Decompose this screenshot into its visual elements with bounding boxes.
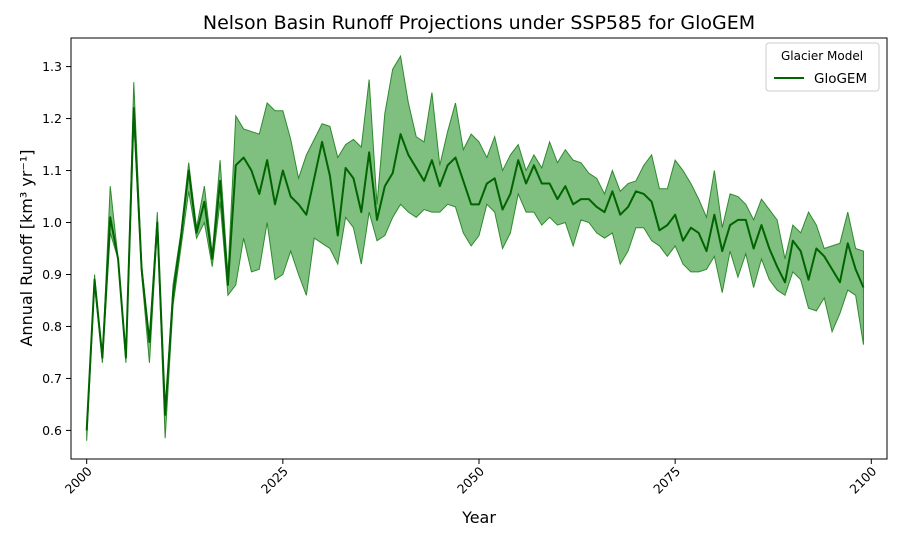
y-tick-label: 0.6 [42,423,62,438]
chart-title: Nelson Basin Runoff Projections under SS… [203,12,755,34]
x-tick-label: 2050 [454,463,487,496]
x-tick-label: 2100 [846,463,879,496]
y-tick-label: 1.0 [42,215,62,230]
y-tick-label: 0.8 [42,319,62,334]
x-tick-label: 2000 [62,463,95,496]
x-tick-label: 2025 [258,464,291,497]
x-axis-label: Year [461,508,496,527]
y-tick-label: 1.3 [42,59,62,74]
series-line-glogem [85,107,865,431]
y-tick-label: 0.9 [42,267,62,282]
y-axis: 0.6 0.7 0.8 0.9 1.0 1.1 1.2 1.3 [42,59,71,438]
legend-label-glogem: GloGEM [814,71,867,87]
x-tick-label: 2075 [650,464,683,497]
y-axis-label: Annual Runoff [km³ yr⁻¹] [17,149,36,346]
uncertainty-band [86,54,864,441]
x-axis: 2000 2025 2050 2075 2100 [62,459,879,497]
y-tick-label: 0.7 [42,371,62,386]
line-layer [85,107,865,431]
legend: Glacier Model GloGEM [765,42,880,92]
y-tick-label: 1.1 [42,163,62,178]
band-layer [86,54,864,441]
y-tick-label: 1.2 [42,111,62,126]
plot-area [70,37,888,460]
legend-title: Glacier Model [781,49,863,63]
